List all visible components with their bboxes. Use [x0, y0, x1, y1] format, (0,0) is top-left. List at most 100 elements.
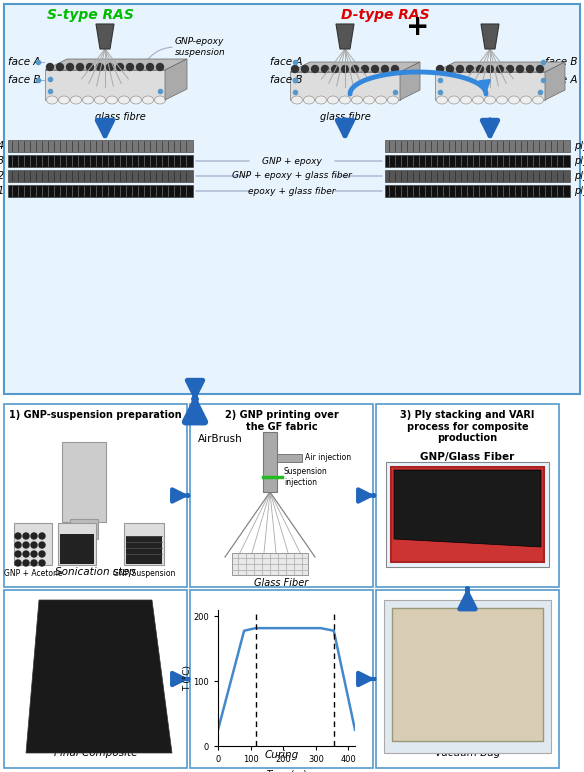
Ellipse shape	[339, 96, 350, 104]
X-axis label: Time (m): Time (m)	[266, 770, 307, 772]
Text: face B: face B	[545, 57, 578, 67]
Ellipse shape	[142, 96, 154, 104]
Bar	[79, 535, 89, 547]
Ellipse shape	[291, 96, 303, 104]
Circle shape	[86, 63, 93, 70]
Bar	[385, 185, 570, 197]
Text: GNP + Acetone: GNP + Acetone	[4, 569, 62, 578]
Text: ply 1: ply 1	[0, 186, 4, 196]
Circle shape	[436, 66, 443, 73]
Ellipse shape	[119, 96, 130, 104]
Circle shape	[486, 66, 493, 73]
Bar	[4, 590, 187, 768]
Bar	[232, 553, 308, 575]
Bar	[391, 467, 544, 562]
Bar	[45, 70, 165, 100]
Circle shape	[322, 66, 328, 73]
Circle shape	[23, 542, 29, 548]
Circle shape	[361, 66, 369, 73]
Text: ply 3: ply 3	[574, 156, 584, 166]
Bar	[8, 155, 193, 167]
Bar	[14, 523, 52, 565]
Ellipse shape	[363, 96, 374, 104]
Bar	[277, 454, 302, 462]
Circle shape	[391, 66, 398, 73]
Bar	[384, 600, 551, 753]
Circle shape	[147, 63, 154, 70]
Ellipse shape	[58, 96, 69, 104]
Circle shape	[516, 66, 523, 73]
Circle shape	[31, 542, 37, 548]
Bar	[8, 170, 193, 182]
Circle shape	[77, 63, 84, 70]
Bar	[58, 523, 96, 565]
Circle shape	[31, 560, 37, 566]
Text: GNP Suspension: GNP Suspension	[113, 569, 175, 578]
Circle shape	[116, 63, 123, 70]
Circle shape	[496, 66, 503, 73]
Circle shape	[537, 66, 544, 73]
Bar	[62, 442, 106, 522]
Text: Sonication step: Sonication step	[55, 567, 135, 577]
Circle shape	[127, 63, 134, 70]
Polygon shape	[481, 24, 499, 49]
Ellipse shape	[449, 96, 460, 104]
Circle shape	[447, 66, 454, 73]
Bar	[126, 536, 162, 564]
Circle shape	[106, 63, 113, 70]
Circle shape	[39, 560, 45, 566]
Circle shape	[67, 63, 74, 70]
Bar	[60, 534, 94, 564]
Ellipse shape	[461, 96, 471, 104]
Text: ply 4: ply 4	[0, 141, 4, 151]
Text: GNP + epoxy: GNP + epoxy	[262, 157, 322, 165]
Text: ply 2: ply 2	[0, 171, 4, 181]
Bar	[385, 155, 570, 167]
Circle shape	[15, 533, 21, 539]
Ellipse shape	[82, 96, 93, 104]
Ellipse shape	[352, 96, 363, 104]
Bar	[190, 590, 373, 768]
Ellipse shape	[315, 96, 326, 104]
Circle shape	[371, 66, 378, 73]
Text: face A: face A	[270, 57, 303, 67]
Text: ply 2: ply 2	[574, 171, 584, 181]
Polygon shape	[435, 62, 565, 72]
Text: epoxy + glass fiber: epoxy + glass fiber	[248, 187, 336, 195]
Bar	[385, 140, 570, 152]
Bar	[70, 519, 98, 539]
Bar	[392, 608, 543, 741]
Polygon shape	[400, 62, 420, 100]
Circle shape	[457, 66, 464, 73]
Ellipse shape	[472, 96, 484, 104]
Bar	[376, 404, 559, 587]
Circle shape	[15, 542, 21, 548]
Text: face B: face B	[8, 75, 40, 85]
Polygon shape	[336, 24, 354, 49]
Text: Glass Fiber: Glass Fiber	[255, 578, 308, 588]
Text: face A: face A	[8, 57, 40, 67]
Polygon shape	[165, 59, 187, 100]
Circle shape	[342, 66, 349, 73]
Ellipse shape	[485, 96, 495, 104]
Circle shape	[467, 66, 474, 73]
Bar	[385, 170, 570, 182]
Circle shape	[137, 63, 144, 70]
Bar	[124, 523, 164, 565]
Ellipse shape	[496, 96, 507, 104]
Ellipse shape	[106, 96, 117, 104]
Circle shape	[23, 533, 29, 539]
Ellipse shape	[533, 96, 544, 104]
Ellipse shape	[388, 96, 398, 104]
Circle shape	[157, 63, 164, 70]
Text: GNP + epoxy + glass fiber: GNP + epoxy + glass fiber	[232, 171, 352, 181]
Circle shape	[39, 542, 45, 548]
Text: AirBrush: AirBrush	[198, 434, 243, 444]
Polygon shape	[394, 470, 541, 547]
Ellipse shape	[130, 96, 141, 104]
Ellipse shape	[509, 96, 520, 104]
Circle shape	[39, 551, 45, 557]
Text: ply 1: ply 1	[574, 186, 584, 196]
Circle shape	[477, 66, 484, 73]
Circle shape	[15, 560, 21, 566]
